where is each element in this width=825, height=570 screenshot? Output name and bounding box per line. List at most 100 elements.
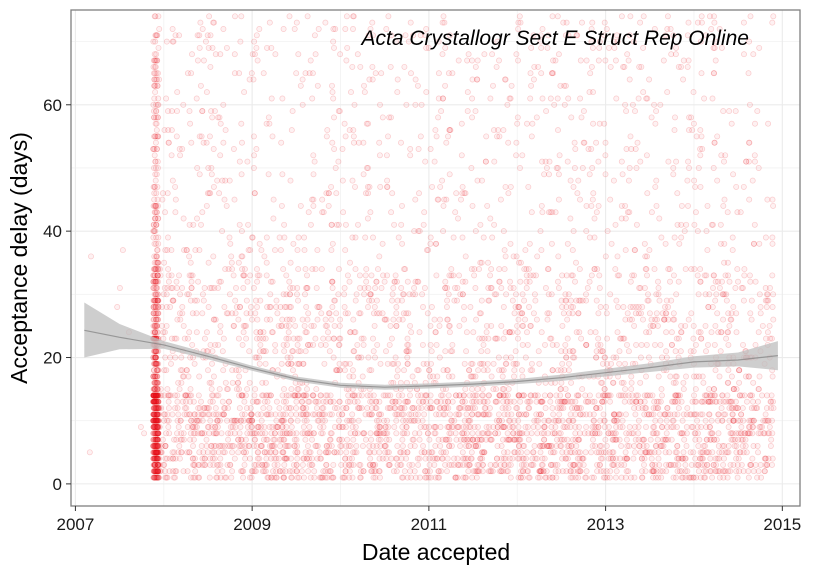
data-point (150, 417, 157, 424)
data-point (150, 398, 157, 405)
data-point (331, 405, 338, 412)
data-point (619, 417, 626, 424)
data-point (313, 285, 320, 291)
data-point (532, 297, 539, 304)
data-point (735, 278, 741, 285)
data-point (601, 19, 608, 26)
data-point (388, 455, 395, 462)
data-point (444, 316, 451, 323)
data-point (229, 449, 236, 456)
data-point (150, 234, 157, 241)
data-point (567, 398, 574, 405)
data-point (154, 183, 161, 190)
data-point (576, 266, 583, 273)
data-point (641, 398, 648, 405)
data-point (682, 468, 689, 475)
data-point (274, 310, 281, 317)
data-point (701, 272, 708, 279)
data-point (659, 424, 665, 430)
data-point (152, 379, 159, 386)
data-point (156, 424, 163, 430)
data-point (302, 436, 309, 443)
data-point (339, 146, 346, 152)
data-point (163, 291, 170, 298)
data-point (304, 386, 310, 393)
data-point (329, 240, 336, 247)
data-point (400, 474, 406, 481)
data-point (153, 405, 160, 412)
data-point (157, 272, 164, 279)
data-point (447, 411, 453, 418)
data-point (494, 335, 501, 342)
data-point (435, 468, 442, 475)
data-point (165, 278, 172, 285)
data-point (151, 297, 158, 304)
data-point (151, 183, 158, 190)
data-point (150, 411, 157, 418)
data-point (692, 183, 699, 190)
data-point (215, 341, 222, 348)
data-point (297, 82, 304, 89)
data-point (519, 367, 525, 374)
data-point (263, 436, 270, 443)
data-point (683, 221, 690, 228)
data-point (519, 341, 526, 348)
data-point (150, 443, 157, 449)
data-point (407, 392, 413, 399)
data-point (318, 474, 325, 481)
data-point (522, 354, 529, 361)
data-point (321, 411, 328, 418)
data-point (461, 304, 467, 310)
data-point (360, 335, 367, 342)
data-point (546, 209, 552, 216)
data-point (318, 266, 325, 273)
data-point (443, 139, 450, 146)
data-point (152, 436, 159, 443)
data-point (153, 455, 160, 462)
data-point (709, 392, 716, 399)
data-point (357, 285, 363, 291)
data-point (485, 285, 492, 291)
data-point (388, 335, 395, 342)
data-point (509, 297, 516, 304)
data-point (314, 455, 321, 462)
y-tick-label: 0 (53, 475, 62, 494)
data-point (590, 190, 597, 197)
data-point (629, 272, 636, 279)
data-point (458, 120, 465, 127)
data-point (556, 417, 562, 424)
data-point (247, 455, 253, 462)
data-point (150, 436, 157, 443)
data-point (527, 70, 534, 77)
data-point (200, 139, 207, 146)
data-point (575, 474, 582, 481)
data-point (572, 278, 578, 285)
data-point (555, 196, 562, 203)
data-point (429, 449, 436, 456)
data-point (154, 329, 161, 336)
data-point (389, 190, 396, 197)
data-point (719, 392, 726, 399)
data-point (436, 474, 443, 481)
data-point (633, 398, 640, 405)
data-point (745, 474, 752, 481)
data-point (490, 386, 497, 393)
data-point (222, 379, 229, 386)
data-point (241, 89, 248, 96)
data-point (151, 266, 158, 273)
data-point (539, 95, 546, 102)
data-point (412, 101, 419, 108)
data-point (399, 202, 405, 209)
data-point (169, 449, 176, 456)
data-point (153, 202, 160, 209)
data-point (500, 367, 507, 374)
data-point (409, 405, 416, 412)
data-point (427, 234, 434, 241)
data-point (152, 202, 159, 209)
data-point (288, 411, 295, 418)
data-point (151, 360, 158, 367)
data-point (354, 51, 361, 58)
data-point (590, 417, 597, 424)
data-point (312, 335, 319, 342)
data-point (372, 285, 379, 291)
